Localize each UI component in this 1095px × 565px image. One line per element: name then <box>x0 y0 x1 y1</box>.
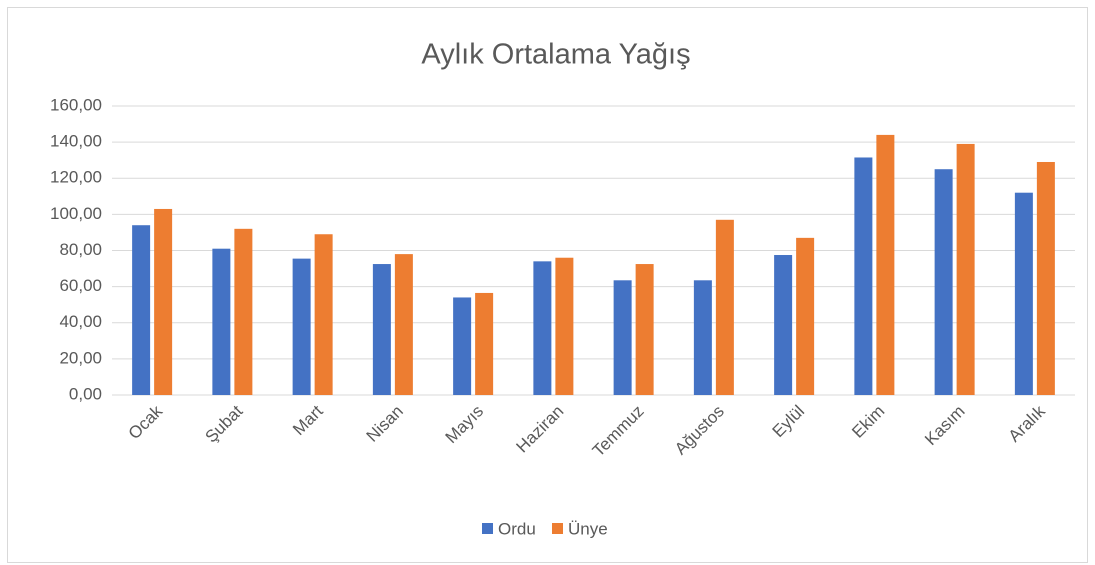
legend-swatch <box>482 523 493 534</box>
y-tick-label: 140,00 <box>50 132 102 151</box>
bar <box>1036 161 1055 395</box>
bar <box>132 225 151 395</box>
bar <box>774 255 793 395</box>
y-tick-label: 120,00 <box>50 168 102 187</box>
bar <box>453 297 472 395</box>
bar <box>876 134 895 395</box>
bar <box>635 264 654 395</box>
y-tick-label: 60,00 <box>59 276 102 295</box>
bar <box>314 234 333 395</box>
bar <box>693 280 712 395</box>
bar <box>796 237 815 395</box>
bar <box>234 228 253 395</box>
bar <box>1014 192 1033 395</box>
y-tick-label: 20,00 <box>59 348 102 367</box>
bar <box>533 261 552 395</box>
bar <box>613 280 632 395</box>
bar <box>956 143 975 395</box>
y-tick-label: 100,00 <box>50 204 102 223</box>
chart-title: Aylık Ortalama Yağış <box>421 39 690 71</box>
y-tick-label: 80,00 <box>59 240 102 259</box>
bar <box>475 292 494 395</box>
y-tick-label: 0,00 <box>69 384 102 403</box>
bar <box>854 157 873 395</box>
bar <box>394 254 413 395</box>
y-tick-label: 40,00 <box>59 312 102 331</box>
y-tick-label: 160,00 <box>50 95 102 114</box>
legend-label: Ordu <box>498 519 536 538</box>
legend-swatch <box>552 523 563 534</box>
bar <box>292 258 311 395</box>
bar <box>555 257 574 395</box>
bar <box>715 219 734 395</box>
bar <box>154 208 173 395</box>
bar <box>372 264 391 395</box>
bar <box>212 248 231 395</box>
legend-label: Ünye <box>568 519 608 538</box>
bar <box>934 169 953 395</box>
